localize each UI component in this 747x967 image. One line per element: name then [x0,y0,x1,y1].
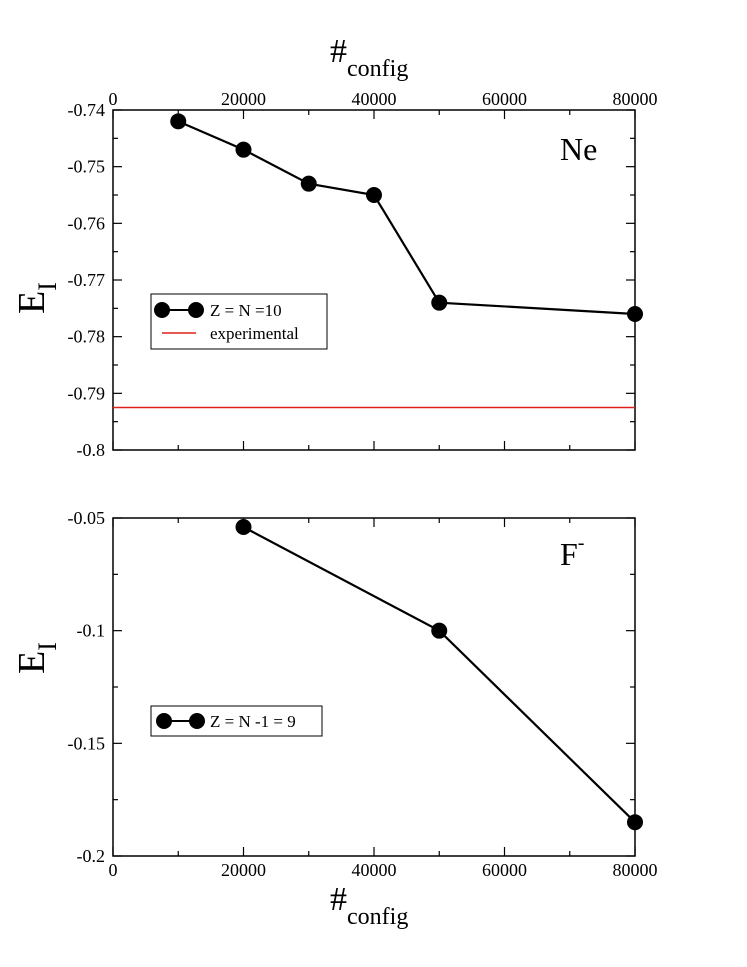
x-tick-label: 0 [109,89,118,109]
y-tick-label: -0.74 [68,100,106,120]
x-tick-label: 60000 [482,89,527,109]
y-tick-label: -0.8 [77,440,106,460]
top-x-axis-label: #config [330,33,408,82]
y-tick-label: -0.1 [77,621,106,641]
y-tick-label: -0.77 [68,270,106,290]
y-tick-label: -0.2 [77,846,106,866]
top-data-point [627,306,643,322]
y-tick-label: -0.79 [68,383,106,403]
x-tick-label: 20000 [221,860,266,880]
plot-frame-top [112,109,636,451]
top-data-point [170,113,187,130]
legend-marker-z9 [189,713,205,729]
legend-marker-z10 [154,302,170,318]
bottom-data-point [627,814,643,831]
legend-label-experimental: experimental [210,324,299,343]
x-tick-label: 80000 [613,860,658,880]
bottom-data-point [235,519,252,536]
panel-ne: #config EI Ne 0 20000 40000 60000 80000 -0.8 -… [11,33,658,460]
x-tick-label: 40000 [352,89,397,109]
legend-bottom: Z = N -1 = 9 [150,705,323,737]
legend-top: Z = N =10 experimental [150,293,328,350]
legend-marker-z9 [156,713,172,729]
y-tick-label: -0.05 [68,508,106,528]
y-tick-label: -0.76 [68,213,106,233]
x-tick-label: 20000 [221,89,266,109]
legend-label-z10: Z = N =10 [210,301,282,320]
top-data-point [366,187,382,203]
legend-label-z9: Z = N -1 = 9 [210,712,296,731]
panel-label-ne: Ne [560,131,597,167]
bottom-y-axis-label: EI [11,642,62,674]
bottom-x-axis-label: #config [330,881,408,930]
plot-frame-bottom [112,517,636,857]
legend-box-top [150,293,328,350]
top-data-point [300,175,317,192]
x-tick-label: 0 [109,860,118,880]
top-data-point [431,294,448,311]
top-series-line [177,120,636,316]
legend-marker-z10 [188,302,204,318]
y-tick-label: -0.75 [68,157,106,177]
y-tick-label: -0.15 [68,733,106,753]
top-data-point [235,141,252,158]
x-tick-label: 60000 [482,860,527,880]
bottom-data-point [431,622,448,639]
x-tick-label: 40000 [352,860,397,880]
top-y-axis-label: EI [11,282,62,314]
panel-f-minus: EI F- #config 0 20000 40000 60000 80000 -0.2 -… [11,508,658,930]
panel-label-f-minus: F- [560,532,584,572]
y-tick-label: -0.78 [68,327,106,347]
x-tick-label: 80000 [613,89,658,109]
